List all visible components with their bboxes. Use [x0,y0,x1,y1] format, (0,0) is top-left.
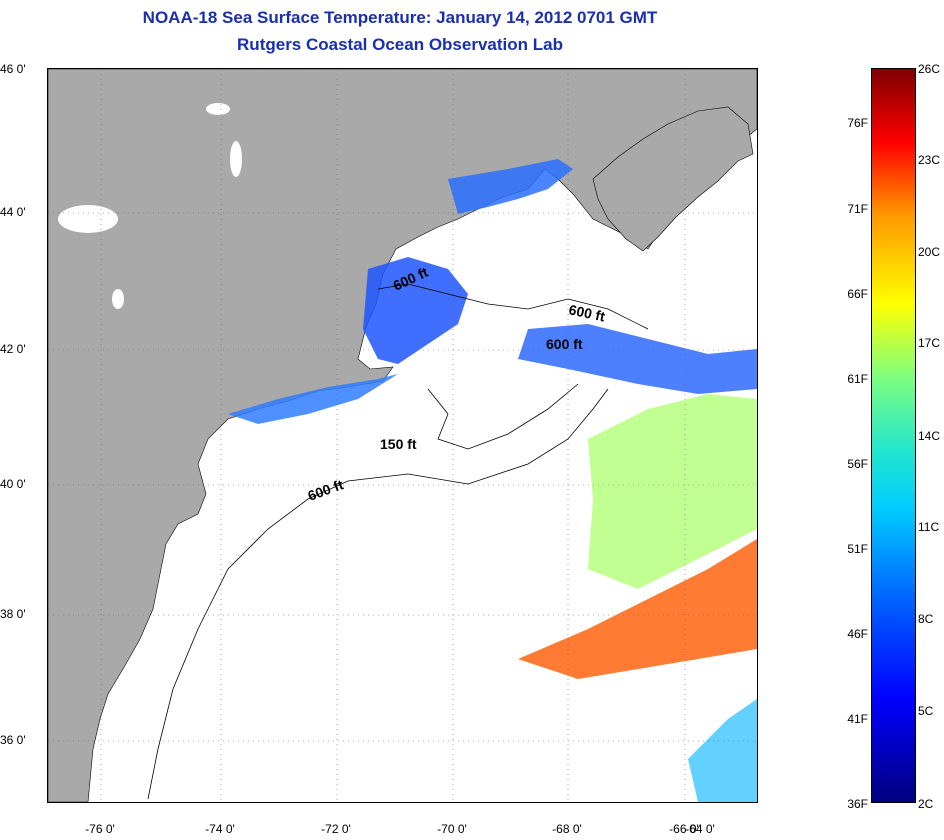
lon-label: -70 0' [437,822,467,836]
lake [112,289,124,309]
colorbar-f-label: 41F [847,712,868,726]
colorbar-c-label: 23C [918,153,941,167]
sst-cape-cod [363,257,468,364]
lake [230,141,242,177]
colorbar-f-label: 46F [847,627,868,641]
contour-label-600-shelf: 600 ft [306,476,346,504]
lat-label: 40 0' [0,477,26,491]
lat-label: 44 0' [0,205,26,219]
sst-south-patch [688,699,757,802]
lon-label: -68 0' [552,822,582,836]
lat-label: 42 0' [0,342,26,356]
colorbar-c-label: 5C [918,704,934,718]
lon-label: -66 0' [669,822,699,836]
colorbar-c-label: 26C [918,62,941,76]
contour-150ft [427,383,579,450]
colorbar-c-label: 2C [918,797,934,811]
lake [58,205,118,233]
sst-mid-band [588,394,757,589]
colorbar-c-label: 20C [918,245,941,259]
colorbar-f-label: 76F [847,116,868,130]
contour-600ft-shelf [147,388,609,800]
colorbar-c-label: 17C [918,336,941,350]
sst-gulf-maine [448,159,573,214]
lon-label: -72 0' [321,822,351,836]
sst-li-sound [228,374,398,424]
colorbar-f-label: 51F [847,542,868,556]
graticule [48,69,757,802]
sst-georges [518,324,757,394]
colorbar-f-label: 56F [847,457,868,471]
colorbar-f-label: 71F [847,202,868,216]
sst-map-graphic: 600 ft 600 ft 600 ft 150 ft 600 ft [48,69,757,802]
colorbar-c-label: 11C [918,520,940,534]
contour-gulf-maine [377,283,649,330]
temperature-colorbar [871,68,916,803]
lon-label: -64 0' [685,822,715,836]
map-subtitle: Rutgers Coastal Ocean Observation Lab [237,35,563,54]
sst-warm-band [518,539,757,679]
lon-label: -76 0' [85,822,115,836]
lat-label: 38 0' [0,607,26,621]
lat-label: 36 0' [0,733,26,747]
colorbar-f-label: 66F [847,287,868,301]
sst-map: 600 ft 600 ft 600 ft 150 ft 600 ft [47,68,758,803]
contour-label-150: 150 ft [380,436,417,452]
lake [206,103,230,115]
lat-label: 46 0' [0,62,26,76]
contour-label-600-east: 600 ft [567,301,606,324]
colorbar-f-label: 36F [847,797,868,811]
contour-label-600-georges: 600 ft [546,336,583,352]
colorbar-c-label: 8C [918,612,934,626]
lon-label: -74 0' [205,822,235,836]
colorbar-c-label: 14C [918,429,941,443]
colorbar-f-label: 61F [847,372,868,386]
land-nova-scotia [592,106,754,252]
map-title: NOAA-18 Sea Surface Temperature: January… [142,8,658,27]
